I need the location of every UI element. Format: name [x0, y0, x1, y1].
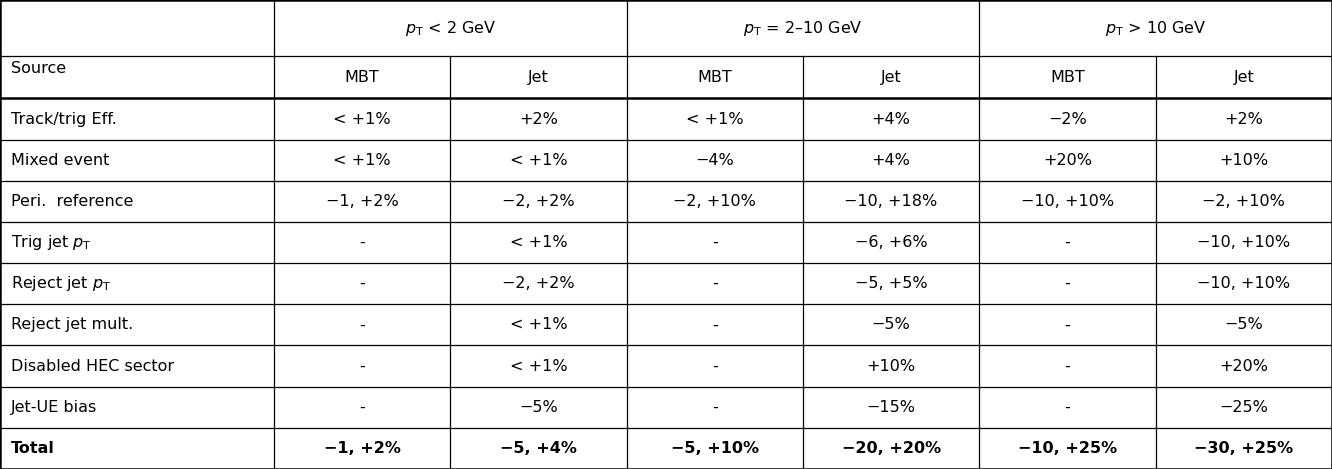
Text: −5%: −5% — [1224, 318, 1263, 333]
Text: -: - — [711, 235, 718, 250]
Text: -: - — [711, 318, 718, 333]
Text: −4%: −4% — [695, 153, 734, 168]
Text: $p_\mathrm{T}$ = 2–10 GeV: $p_\mathrm{T}$ = 2–10 GeV — [743, 19, 863, 38]
Text: +4%: +4% — [871, 153, 911, 168]
Text: -: - — [360, 400, 365, 415]
Text: −25%: −25% — [1219, 400, 1268, 415]
Text: Track/trig Eff.: Track/trig Eff. — [11, 112, 116, 127]
Text: Jet: Jet — [880, 70, 902, 85]
Text: -: - — [711, 400, 718, 415]
Text: −2, +2%: −2, +2% — [502, 194, 574, 209]
Text: $p_\mathrm{T}$ < 2 GeV: $p_\mathrm{T}$ < 2 GeV — [405, 19, 496, 38]
Text: −2, +2%: −2, +2% — [502, 276, 574, 291]
Text: MBT: MBT — [345, 70, 380, 85]
Text: −10, +25%: −10, +25% — [1018, 441, 1118, 456]
Text: Jet: Jet — [527, 70, 549, 85]
Text: Total: Total — [11, 441, 55, 456]
Text: +10%: +10% — [867, 359, 915, 374]
Text: < +1%: < +1% — [686, 112, 743, 127]
Text: -: - — [711, 276, 718, 291]
Text: -: - — [711, 359, 718, 374]
Text: -: - — [360, 359, 365, 374]
Text: −2, +10%: −2, +10% — [1203, 194, 1285, 209]
Text: +20%: +20% — [1219, 359, 1268, 374]
Text: -: - — [1064, 400, 1071, 415]
Text: < +1%: < +1% — [333, 112, 390, 127]
Text: −10, +18%: −10, +18% — [844, 194, 938, 209]
Text: -: - — [1064, 359, 1071, 374]
Text: Disabled HEC sector: Disabled HEC sector — [11, 359, 173, 374]
Text: < +1%: < +1% — [510, 318, 567, 333]
Text: −6, +6%: −6, +6% — [855, 235, 927, 250]
Text: MBT: MBT — [1050, 70, 1084, 85]
Text: −5, +10%: −5, +10% — [671, 441, 759, 456]
Text: < +1%: < +1% — [510, 359, 567, 374]
Text: −5%: −5% — [871, 318, 911, 333]
Text: −1, +2%: −1, +2% — [326, 194, 398, 209]
Text: +2%: +2% — [1224, 112, 1263, 127]
Text: $p_\mathrm{T}$ > 10 GeV: $p_\mathrm{T}$ > 10 GeV — [1104, 19, 1207, 38]
Text: Trig jet $p_\mathrm{T}$: Trig jet $p_\mathrm{T}$ — [11, 233, 92, 252]
Text: −10, +10%: −10, +10% — [1197, 235, 1291, 250]
Text: +20%: +20% — [1043, 153, 1092, 168]
Text: −2, +10%: −2, +10% — [674, 194, 757, 209]
Text: +4%: +4% — [871, 112, 911, 127]
Text: -: - — [360, 235, 365, 250]
Text: −15%: −15% — [867, 400, 915, 415]
Text: Reject jet mult.: Reject jet mult. — [11, 318, 133, 333]
Text: < +1%: < +1% — [333, 153, 390, 168]
Text: < +1%: < +1% — [510, 153, 567, 168]
Text: MBT: MBT — [698, 70, 733, 85]
Text: −1, +2%: −1, +2% — [324, 441, 401, 456]
Text: Jet: Jet — [1233, 70, 1255, 85]
Text: +10%: +10% — [1219, 153, 1268, 168]
Text: +2%: +2% — [519, 112, 558, 127]
Text: −10, +10%: −10, +10% — [1197, 276, 1291, 291]
Text: Jet-UE bias: Jet-UE bias — [11, 400, 97, 415]
Text: −2%: −2% — [1048, 112, 1087, 127]
Text: -: - — [360, 276, 365, 291]
Text: -: - — [360, 318, 365, 333]
Text: −5, +5%: −5, +5% — [855, 276, 927, 291]
Text: −5, +4%: −5, +4% — [500, 441, 577, 456]
Text: -: - — [1064, 318, 1071, 333]
Text: −5%: −5% — [519, 400, 558, 415]
Text: Reject jet $p_\mathrm{T}$: Reject jet $p_\mathrm{T}$ — [11, 274, 111, 293]
Text: −10, +10%: −10, +10% — [1020, 194, 1114, 209]
Text: -: - — [1064, 235, 1071, 250]
Text: −20, +20%: −20, +20% — [842, 441, 940, 456]
Text: −30, +25%: −30, +25% — [1195, 441, 1293, 456]
Text: Mixed event: Mixed event — [11, 153, 109, 168]
Text: Peri.  reference: Peri. reference — [11, 194, 133, 209]
Text: < +1%: < +1% — [510, 235, 567, 250]
Text: Source: Source — [11, 61, 65, 76]
Text: -: - — [1064, 276, 1071, 291]
